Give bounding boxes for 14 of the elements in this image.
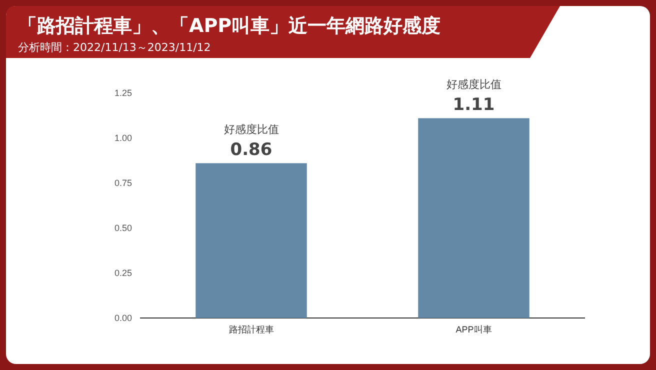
y-tick-label: 0.50 <box>114 222 132 233</box>
x-tick-label: 路招計程車 <box>228 324 274 334</box>
y-tick-label: 1.25 <box>114 88 132 98</box>
y-tick-label: 1.00 <box>114 132 132 143</box>
x-tick-label: APP叫車 <box>456 324 492 334</box>
chart-title: 「路招計程車」、「APP叫車」近一年網路好感度 <box>18 15 441 37</box>
annotation: 好感度比值 <box>224 123 279 136</box>
y-tick-label: 0.75 <box>114 178 132 188</box>
annotation: 好感度比值 <box>446 78 502 92</box>
y-tick-label: 0.25 <box>114 268 132 278</box>
y-tick-label: 0.00 <box>114 312 132 323</box>
data-label: 1.11 <box>452 95 495 116</box>
chart-subtitle: 分析時間：2022/11/13～2023/11/12 <box>18 41 211 54</box>
data-label: 0.86 <box>230 140 272 160</box>
